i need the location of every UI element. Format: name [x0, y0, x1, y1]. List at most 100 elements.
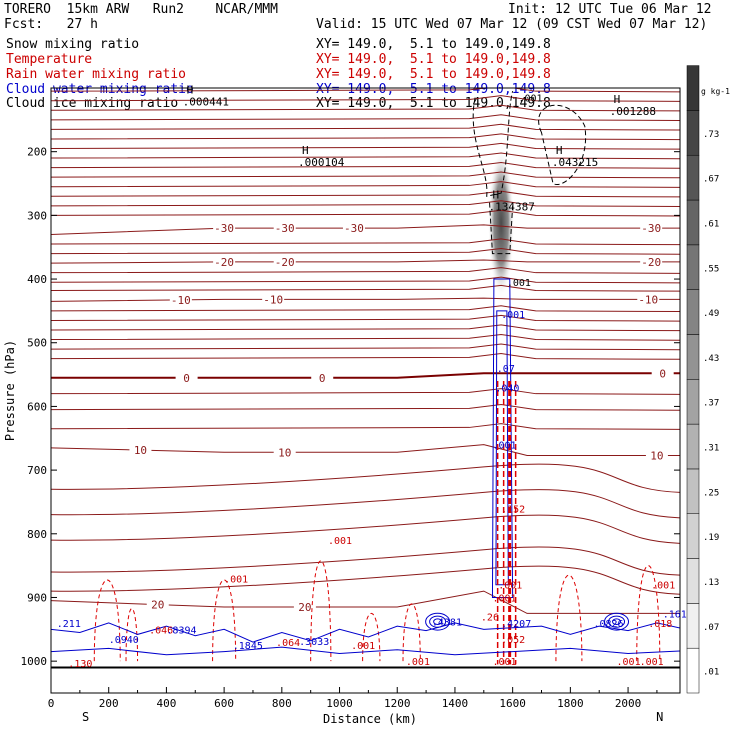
isotherm-line [51, 463, 680, 493]
contour-value-label: .001 [406, 657, 430, 668]
cloud-water-cell [604, 612, 630, 631]
isotherm-label-bg [213, 255, 236, 267]
max-marker: H [187, 84, 194, 97]
legend-snow: Snow mixing ratio [6, 37, 140, 52]
y-tick-label: 800 [27, 528, 47, 541]
x-tick-label: 0 [48, 697, 55, 710]
isotherm-line [51, 209, 680, 217]
colorbar-label: .49 [703, 309, 719, 319]
x-tick-label: 1200 [384, 697, 411, 710]
isotherm-label: 10 [278, 446, 291, 459]
y-tick-label: 600 [27, 400, 47, 413]
isotherm-line [51, 546, 680, 576]
colorbar-swatch [686, 65, 700, 111]
rain-contour [93, 579, 121, 662]
x-tick-label: 1800 [557, 697, 584, 710]
isotherm-line [51, 88, 680, 93]
contour-value-label: .001 [328, 536, 352, 547]
isotherm-line [51, 171, 680, 179]
contour-value-label: .4381 [432, 618, 462, 629]
max-marker-value: .000441 [183, 96, 229, 109]
contour-value-label: .0826 [593, 619, 623, 630]
contour-value-label: .152 [501, 504, 525, 515]
x-tick-label: 400 [156, 697, 176, 710]
isotherm-label: -20 [214, 256, 234, 269]
header-left-line2: Fcst: 27 h [4, 17, 98, 32]
isotherm-label: 0 [319, 372, 326, 385]
cloud-water-cell [425, 612, 451, 631]
isotherm-0 [51, 372, 680, 379]
isotherm-line [51, 114, 680, 121]
legend-xy-top: XY= 149.0, 5.1 to 149.0,149.8 [316, 37, 551, 52]
isotherm-label: 10 [650, 449, 663, 462]
cloud-water-contour [491, 278, 514, 598]
rain-contour [362, 613, 381, 662]
isotherm-label: -10 [171, 294, 191, 307]
rain-contour [555, 574, 583, 662]
isotherm-line [51, 353, 680, 360]
max-marker: H [614, 93, 621, 106]
y-tick-label: 900 [27, 591, 47, 604]
isotherm-label-bg [342, 222, 365, 234]
colorbar-swatch [686, 289, 700, 335]
x-tick-label: 2000 [615, 697, 642, 710]
contour-value-label: .07 [497, 364, 515, 375]
x-end-label-north: N [656, 710, 663, 724]
max-marker-value: .000104 [298, 156, 345, 169]
contour-value-label: .001 [651, 581, 675, 592]
legend-temperature: Temperature [6, 52, 93, 67]
isotherm-label-bg [273, 222, 296, 234]
isotherm-line [51, 388, 680, 395]
colorbar-swatch [686, 423, 700, 470]
contour-value-label: .018 [648, 619, 672, 630]
y-tick-label: 300 [27, 209, 47, 222]
y-tick-label: 200 [27, 146, 47, 159]
colorbar-label: .13 [703, 578, 719, 588]
isotherm-label-bg [637, 293, 660, 305]
isotherm-minus10 [51, 297, 680, 302]
contour-value-label: .1845 [233, 641, 263, 652]
isotherm-label-bg [640, 222, 663, 234]
x-tick-label: 800 [272, 697, 292, 710]
max-marker: H [556, 144, 563, 157]
colorbar-label: .25 [703, 488, 719, 498]
contour-value-label: .001 [518, 94, 542, 105]
max-marker-value: .001288 [610, 105, 656, 118]
isotherm-label: 0 [659, 367, 666, 380]
colorbar-swatch [686, 334, 700, 380]
isotherm-line [51, 190, 680, 198]
colorbar-label: .37 [703, 399, 719, 409]
rain-contour [402, 603, 421, 662]
isotherm-line [51, 133, 680, 141]
rain-contour [125, 608, 139, 662]
isotherm-line [51, 404, 680, 411]
rain-contour [636, 565, 661, 662]
contour-value-label: .001 [351, 641, 375, 652]
colorbar-label: .31 [703, 444, 719, 454]
isotherm-label: 20 [151, 599, 164, 612]
colorbar-label: .61 [703, 219, 719, 229]
colorbar-swatch [686, 379, 700, 425]
contour-value-label: .211 [57, 619, 81, 630]
rain-contour [212, 579, 237, 662]
colorbar-label: .43 [703, 354, 719, 364]
colorbar-label: .19 [703, 533, 719, 543]
isotherm-line [51, 324, 680, 332]
legend-rain: Rain water mixing ratio [6, 67, 187, 82]
legend-cloud-water: Cloud water mixing ratio [6, 82, 194, 97]
isotherm-line [51, 95, 680, 102]
isotherm-line [51, 314, 680, 322]
isotherm-line [51, 142, 680, 150]
isotherm-line [51, 565, 680, 595]
x-tick-label: 1400 [442, 697, 469, 710]
cloud-water-contour [51, 646, 680, 656]
y-tick-label: 400 [27, 273, 47, 286]
isotherm-line [51, 305, 680, 313]
isotherm-label-bg [262, 293, 285, 305]
isotherm-line [51, 343, 680, 351]
contour-value-label: .26 [481, 613, 499, 624]
legend-rain-xy: XY= 149.0, 5.1 to 149.0,149.8 [316, 67, 551, 82]
isotherm-label-bg [273, 255, 296, 267]
contour-value-label: .8394 [166, 625, 196, 636]
isotherm-line [51, 238, 680, 246]
